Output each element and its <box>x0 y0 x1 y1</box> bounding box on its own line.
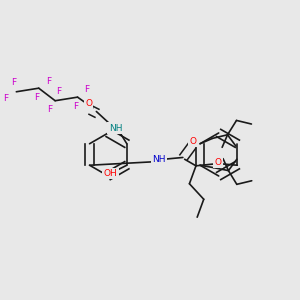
Text: F: F <box>46 76 51 85</box>
Text: O: O <box>190 136 196 146</box>
Text: F: F <box>73 102 78 111</box>
Text: NH: NH <box>109 124 122 133</box>
Text: F: F <box>11 78 16 87</box>
Text: F: F <box>56 87 61 96</box>
Text: O: O <box>214 158 222 167</box>
Text: NH: NH <box>152 155 166 164</box>
Text: F: F <box>34 93 40 102</box>
Text: F: F <box>3 94 8 103</box>
Text: O: O <box>85 99 92 108</box>
Text: OH: OH <box>103 169 117 178</box>
Text: F: F <box>47 105 52 114</box>
Text: F: F <box>85 85 90 94</box>
